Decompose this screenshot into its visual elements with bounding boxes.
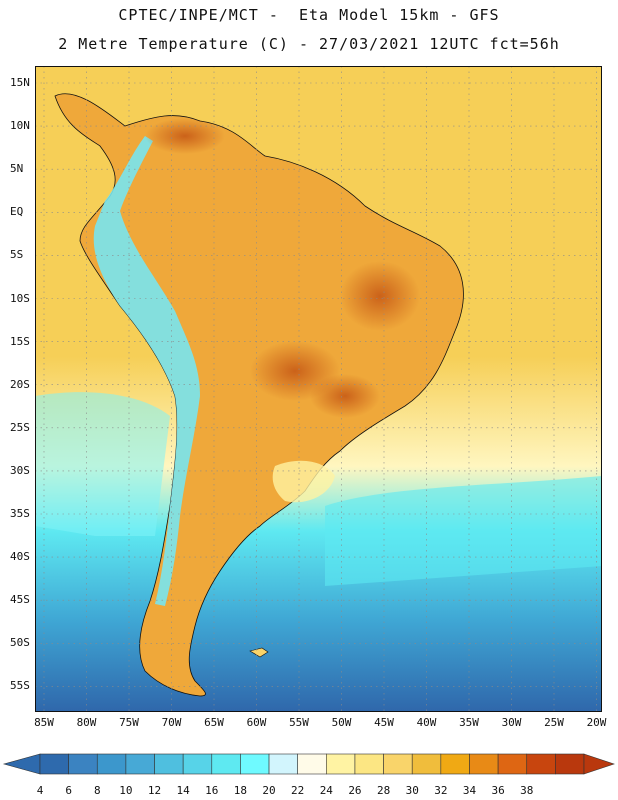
lat-label: EQ <box>10 205 24 219</box>
lat-label: 5N <box>10 162 24 176</box>
colorbar-swatch <box>383 753 413 775</box>
andes-cold-strip <box>93 136 200 606</box>
colorbar-swatch <box>154 753 184 775</box>
lon-label: 80W <box>76 716 97 729</box>
map-frame <box>35 66 602 712</box>
colorbar-swatch <box>268 753 298 775</box>
lon-label: 85W <box>34 716 54 729</box>
colorbar-swatch <box>96 753 127 775</box>
lat-label: 20S <box>10 377 30 391</box>
lon-label: 40W <box>416 716 437 729</box>
temperature-map <box>35 66 602 712</box>
lon-label: 20W <box>586 716 607 729</box>
atlantic-cool-band <box>325 476 602 586</box>
map-title: CPTEC/INPE/MCT - Eta Model 15km - GFS <box>118 6 500 24</box>
colorbar-swatch <box>411 753 442 775</box>
colorbar-tick-label: 30 <box>405 784 419 797</box>
colorbar-swatch <box>326 753 356 775</box>
colorbar-tick-label: 12 <box>147 784 162 797</box>
hot-spot-northeast <box>340 261 420 331</box>
colorbar-min-arrow <box>2 753 41 775</box>
pacific-cool-band <box>35 392 170 536</box>
lat-label: 55S <box>10 679 30 693</box>
colorbar-tick-label: 32 <box>434 784 448 797</box>
colorbar-swatch <box>526 753 556 775</box>
colorbar-swatch <box>211 753 241 775</box>
lat-label: 35S <box>10 507 30 520</box>
colorbar-swatch <box>555 753 585 775</box>
lon-label: 50W <box>331 716 352 729</box>
lon-label: 45W <box>374 716 394 729</box>
colorbar-tick-label: 28 <box>376 784 391 797</box>
lat-label: 10N <box>10 119 30 133</box>
colorbar-max-arrow <box>583 753 615 775</box>
lon-label: 55W <box>289 716 309 729</box>
lat-label: 40S <box>10 550 30 564</box>
lat-label: 50S <box>10 636 30 650</box>
lon-label: 60W <box>246 716 267 729</box>
colorbar-tick-label: 22 <box>291 784 305 797</box>
colorbar-swatch <box>240 753 270 775</box>
hot-spot-venezuela <box>145 118 225 154</box>
colorbar-tick-label: 20 <box>262 784 276 797</box>
lon-label: 70W <box>161 716 182 729</box>
lon-label: 25W <box>544 716 564 729</box>
colorbar-swatch <box>297 753 327 775</box>
colorbar-swatch <box>39 753 69 775</box>
lon-label: 30W <box>501 716 522 729</box>
colorbar-tick-label: 14 <box>176 784 190 797</box>
colorbar-swatch <box>182 753 213 775</box>
colorbar-tick-label: 36 <box>491 784 505 797</box>
lat-label: 15S <box>10 334 30 348</box>
colorbar-tick-label: 26 <box>348 784 362 797</box>
graticule <box>35 66 602 712</box>
lat-label: 15N <box>10 76 30 89</box>
lon-label: 35W <box>459 716 479 729</box>
colorbar-tick-label: 4 <box>36 784 44 797</box>
colorbar-swatch <box>68 753 98 775</box>
colorbar-swatch <box>469 753 499 775</box>
colorbar-tick-label: 6 <box>65 784 72 797</box>
colorbar-tick-label: 10 <box>119 784 133 797</box>
lat-label: 25S <box>10 420 30 434</box>
colorbar <box>2 753 615 775</box>
colorbar-swatch <box>354 753 384 775</box>
lon-label: 65W <box>204 716 224 729</box>
colorbar-swatch <box>497 753 528 775</box>
lat-label: 45S <box>10 593 30 607</box>
colorbar-swatch <box>440 753 470 775</box>
lat-label: 5S <box>10 248 24 262</box>
colorbar-tick-label: 16 <box>205 784 219 797</box>
colorbar-tick-label: 18 <box>233 784 248 797</box>
map-subtitle: 2 Metre Temperature (C) - 27/03/2021 12U… <box>58 35 560 53</box>
colorbar-tick-label: 34 <box>462 784 477 797</box>
colorbar-tick-label: 24 <box>319 784 333 797</box>
lon-label: 75W <box>119 716 139 729</box>
colorbar-tick-label: 38 <box>520 784 534 797</box>
colorbar-tick-label: 8 <box>93 784 101 797</box>
hot-spot-southeast <box>310 374 380 418</box>
lat-label: 30S <box>10 463 30 477</box>
colorbar-swatch <box>125 753 155 775</box>
lat-label: 10S <box>10 291 30 305</box>
